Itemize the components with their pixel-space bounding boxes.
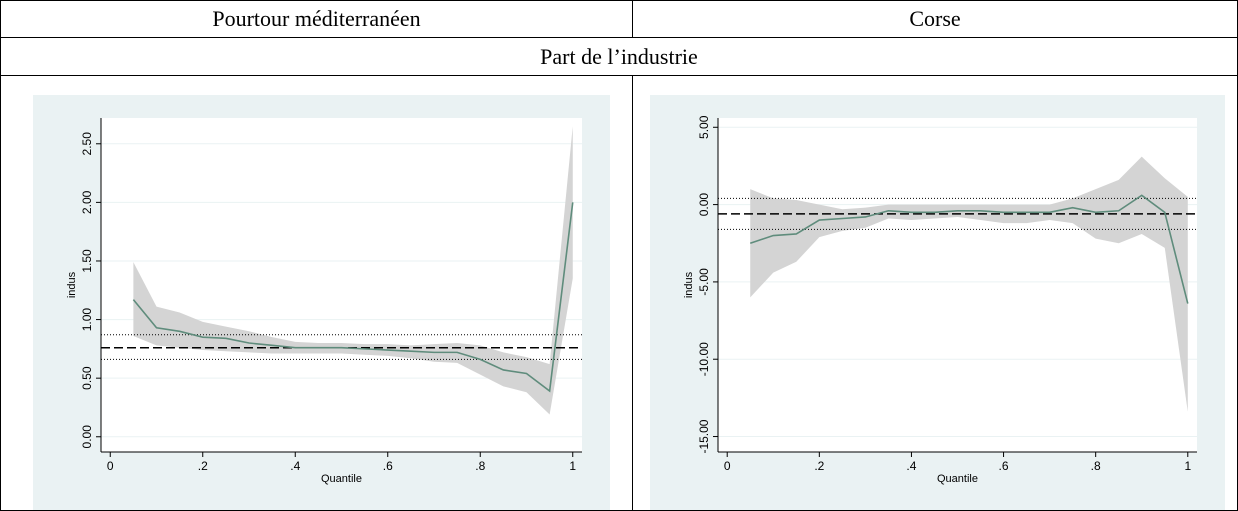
x-tick-label: .2 <box>814 459 824 473</box>
x-tick-label: 0 <box>724 459 731 473</box>
estimate-line <box>749 194 1189 304</box>
y-tick-label: -5.00 <box>697 268 711 296</box>
section-cell: Part de l’industrie <box>0 37 1238 76</box>
x-tick-label: 1 <box>1184 459 1191 473</box>
x-tick-label: 0 <box>107 459 114 473</box>
y-tick-label: 0.50 <box>80 366 94 390</box>
y-axis-title: indus <box>683 271 695 298</box>
y-tick-label: 0.00 <box>697 193 711 217</box>
chart: -15.00 -10.00 -5.00 0.00 5.00 0 .2 .4 .6 .8 1 indus… <box>650 95 1225 510</box>
y-tick-label: 5.00 <box>697 115 711 139</box>
section-title: Part de l’industrie <box>540 43 698 69</box>
header: Corse <box>909 6 961 31</box>
y-axis-title: indus <box>66 271 78 298</box>
header-cell: Corse <box>632 0 1238 38</box>
x-tick-label: .4 <box>906 459 916 473</box>
x-tick-label: 1 <box>569 459 576 473</box>
y-tick-label: 2.50 <box>80 132 94 156</box>
plot-region <box>101 118 582 452</box>
y-tick-label: -10.00 <box>697 342 711 376</box>
x-axis-title: Quantile <box>937 473 978 485</box>
chart: 0.00 0.50 1.00 1.50 2.00 2.50 0 .2 .4 .6 .8 1 indus Q… <box>33 95 610 510</box>
y-tick-label: 1.50 <box>80 249 94 273</box>
y-tick-label: -15.00 <box>697 419 711 453</box>
plot-region <box>718 118 1197 452</box>
y-tick-label: 0.00 <box>80 425 94 449</box>
header-cell: Pourtour méditerranéen <box>0 0 633 38</box>
x-tick-label: .2 <box>198 459 208 473</box>
x-axis-title: Quantile <box>321 473 362 485</box>
header: Pourtour méditerranéen <box>212 6 421 31</box>
x-tick-label: .8 <box>475 459 485 473</box>
y-tick-label: 2.00 <box>80 190 94 214</box>
x-tick-label: .8 <box>1091 459 1101 473</box>
x-tick-label: .6 <box>999 459 1009 473</box>
x-tick-label: .6 <box>383 459 393 473</box>
confidence-band <box>750 156 1188 412</box>
estimate-line <box>132 202 574 393</box>
x-tick-label: .4 <box>290 459 300 473</box>
y-tick-label: 1.00 <box>80 308 94 332</box>
